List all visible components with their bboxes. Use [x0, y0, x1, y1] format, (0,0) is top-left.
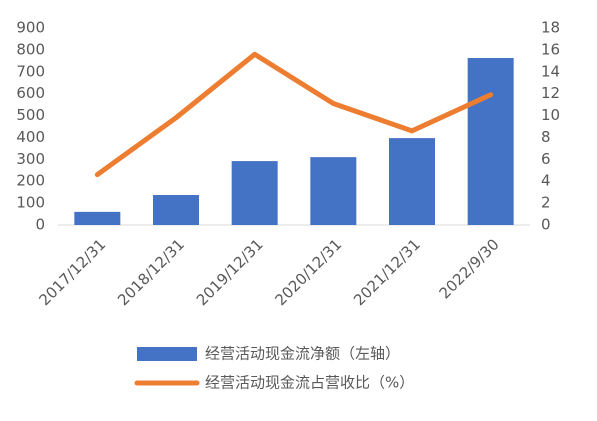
bar [74, 211, 121, 225]
bar [153, 195, 199, 225]
x-tick-label: 2022/9/30 [436, 235, 503, 302]
x-tick-label: 2019/12/31 [193, 235, 267, 309]
x-tick-label: 2018/12/31 [114, 235, 188, 309]
y-tick-label: 800 [16, 40, 45, 58]
x-tick-label: 2017/12/31 [35, 235, 109, 309]
y2-tick-label: 18 [541, 19, 560, 37]
bar [467, 57, 514, 225]
y-tick-label: 0 [35, 216, 45, 234]
y-tick-label: 300 [16, 150, 45, 168]
line [94, 51, 494, 178]
legend-label: 经营活动现金流占营收比（%） [205, 374, 414, 392]
y-tick-label: 400 [16, 128, 45, 146]
y-tick-label: 600 [16, 84, 45, 102]
y2-tick-label: 4 [541, 172, 551, 190]
x-tick-label: 2021/12/31 [350, 235, 424, 309]
y-tick-label: 200 [16, 172, 45, 190]
bar [231, 161, 278, 225]
bar [389, 138, 435, 225]
y-tick-label: 700 [16, 62, 45, 80]
y-tick-label: 900 [16, 19, 45, 37]
bar [310, 157, 357, 225]
y2-tick-label: 12 [541, 84, 560, 102]
y-tick-label: 100 [16, 194, 45, 212]
y2-tick-label: 6 [541, 150, 551, 168]
y2-tick-label: 2 [541, 194, 551, 212]
y-tick-label: 500 [16, 106, 45, 124]
y2-tick-label: 16 [541, 40, 560, 58]
x-tick-label: 2020/12/31 [271, 235, 345, 309]
y2-tick-label: 14 [541, 62, 560, 80]
y2-tick-label: 0 [541, 216, 551, 234]
legend-swatch [137, 347, 197, 361]
legend-label: 经营活动现金流净额（左轴） [205, 345, 400, 363]
y2-tick-label: 8 [541, 128, 551, 146]
y2-tick-label: 10 [541, 106, 560, 124]
